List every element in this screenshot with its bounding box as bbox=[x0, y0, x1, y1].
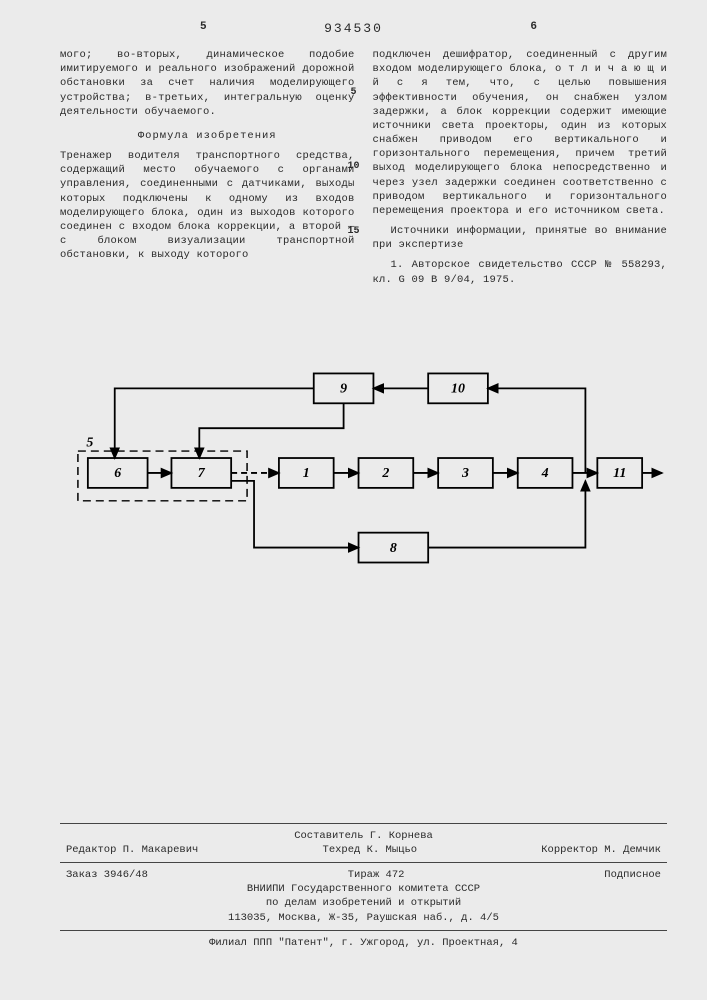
right-p2: 1. Авторское свидетельство СССР № 558293… bbox=[373, 258, 668, 286]
svg-text:6: 6 bbox=[114, 466, 121, 481]
footer-corrector: Корректор М. Демчик bbox=[541, 843, 661, 857]
svg-text:5: 5 bbox=[86, 435, 93, 450]
footer-subscription: Подписное bbox=[604, 868, 661, 882]
footer-tirazh: Тираж 472 bbox=[348, 868, 405, 882]
patent-page: 5 934530 6 5 10 15 мого; во-вторых, дина… bbox=[0, 0, 707, 1000]
svg-text:2: 2 bbox=[381, 466, 389, 481]
svg-text:4: 4 bbox=[541, 466, 549, 481]
footer: Составитель Г. Корнева Редактор П. Макар… bbox=[60, 823, 667, 950]
sources-title: Источники информации, принятые во вниман… bbox=[373, 224, 668, 252]
svg-text:8: 8 bbox=[390, 541, 397, 556]
line-marker-15: 15 bbox=[347, 225, 359, 239]
footer-order: Заказ 3946/48 bbox=[66, 868, 148, 882]
formula-title: Формула изобретения bbox=[60, 129, 355, 143]
svg-text:3: 3 bbox=[461, 466, 469, 481]
line-marker-10: 10 bbox=[347, 160, 359, 174]
footer-org1: ВНИИПИ Государственного комитета СССР bbox=[60, 882, 667, 896]
block-diagram: 5 6 7 1 2 3 4 11 9 10 8 bbox=[60, 333, 667, 593]
footer-branch: Филиал ППП "Патент", г. Ужгород, ул. Про… bbox=[60, 936, 667, 950]
text-columns: мого; во-вторых, динамическое подо­бие и… bbox=[60, 48, 667, 293]
svg-text:11: 11 bbox=[613, 466, 626, 481]
footer-addr: 113035, Москва, Ж-35, Раушская наб., д. … bbox=[60, 911, 667, 925]
document-number: 934530 bbox=[324, 20, 383, 38]
svg-text:10: 10 bbox=[451, 381, 465, 396]
svg-text:1: 1 bbox=[303, 466, 310, 481]
footer-tech: Техред К. Мыцьо bbox=[323, 843, 418, 857]
line-marker-5: 5 bbox=[350, 86, 356, 100]
page-num-left: 5 bbox=[200, 20, 207, 35]
left-p1: мого; во-вторых, динамическое подо­бие и… bbox=[60, 48, 355, 119]
page-num-right: 6 bbox=[530, 20, 537, 35]
left-column: мого; во-вторых, динамическое подо­бие и… bbox=[60, 48, 355, 293]
right-p1: подключен дешифратор, соединенный с друг… bbox=[373, 48, 668, 218]
svg-text:9: 9 bbox=[340, 381, 347, 396]
left-p2: Тренажер водителя транспортного средства… bbox=[60, 149, 355, 262]
footer-editor: Редактор П. Макаревич bbox=[66, 843, 198, 857]
svg-text:7: 7 bbox=[198, 466, 206, 481]
footer-compiler: Составитель Г. Корнева bbox=[60, 829, 667, 843]
right-column: подключен дешифратор, соединенный с друг… bbox=[373, 48, 668, 293]
footer-org2: по делам изобретений и открытий bbox=[60, 896, 667, 910]
